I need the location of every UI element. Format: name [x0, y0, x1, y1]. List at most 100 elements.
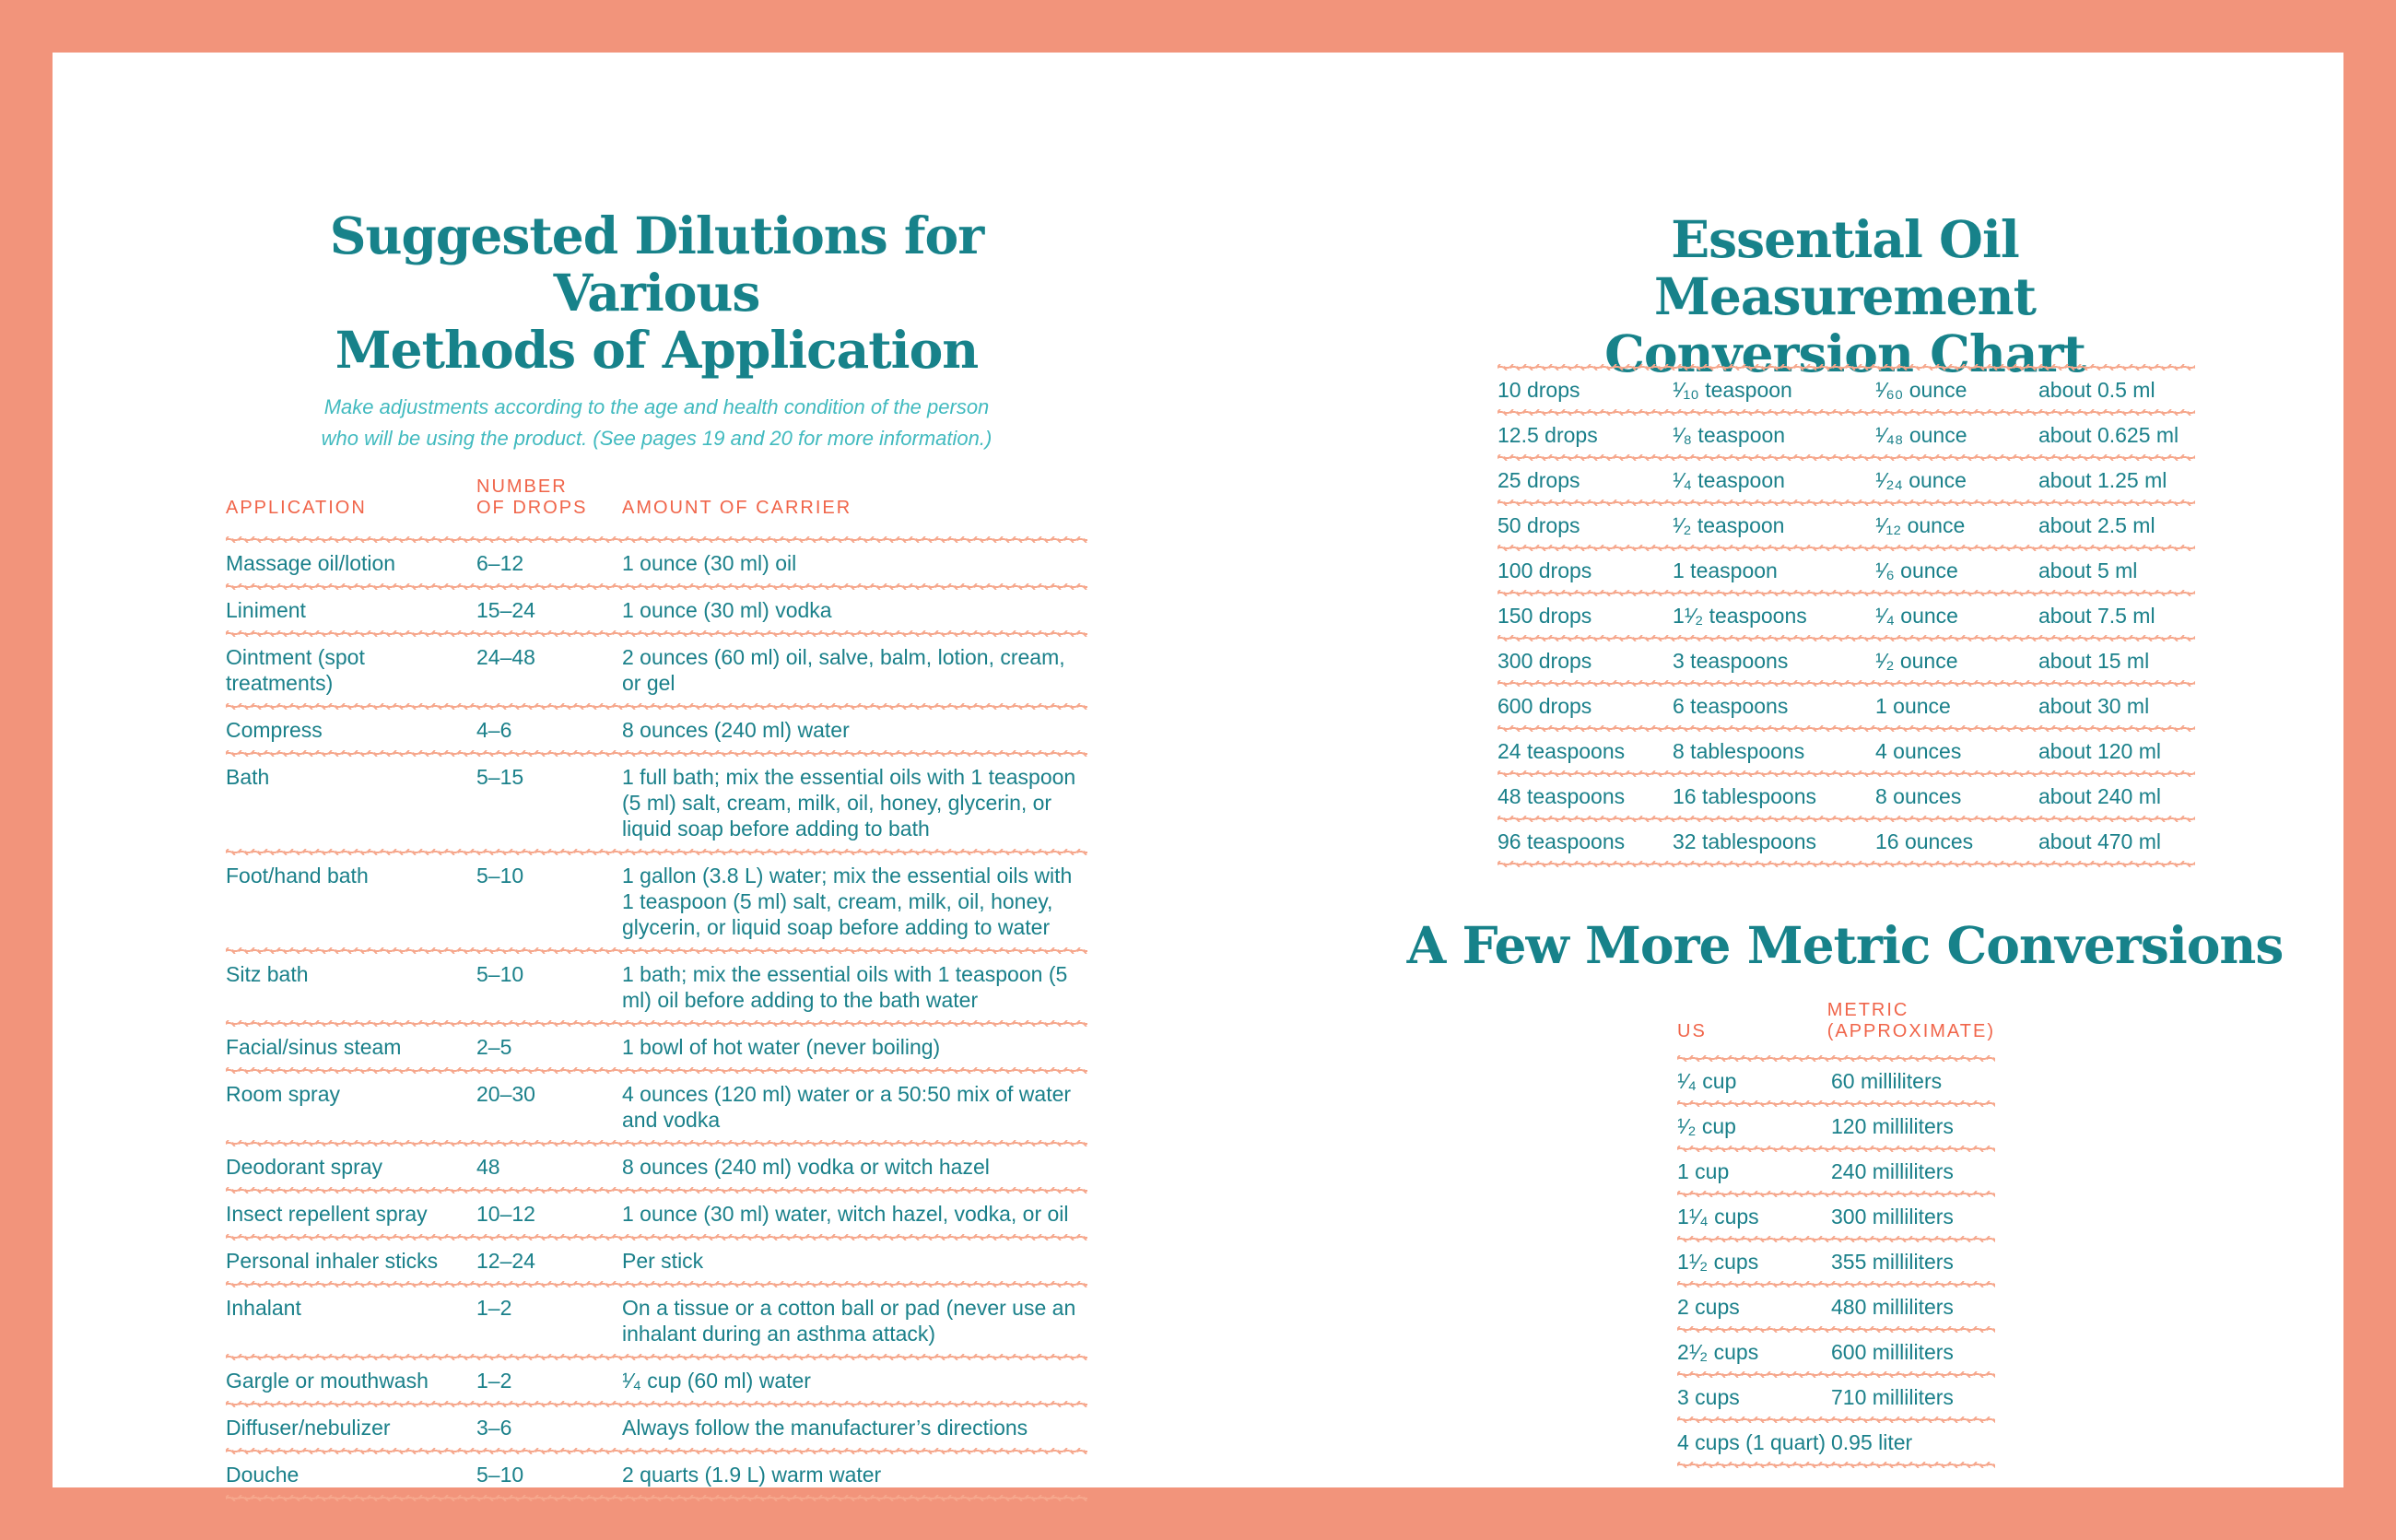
drops-cell: 300 drops	[1498, 649, 1592, 673]
ounce-cell: ¹⁄₄ ounce	[1875, 604, 1958, 628]
title-line: Methods of Application	[335, 320, 980, 380]
milliliter-cell: about 1.25 ml	[2038, 468, 2167, 492]
teaspoon-cell: 32 tablespoons	[1673, 829, 1817, 853]
application-cell: Inhalant	[226, 1296, 301, 1320]
drops-cell: 1–2	[476, 1369, 512, 1393]
dilution-table-header: APPLICATION NUMBER OF DROPS AMOUNT OF CA…	[226, 476, 1087, 519]
metric-cell: 300 milliliters	[1831, 1205, 1954, 1228]
drops-cell: 2–5	[476, 1035, 512, 1059]
milliliter-cell: about 30 ml	[2038, 694, 2150, 718]
drops-cell: 48	[476, 1155, 500, 1179]
metric-cell: 480 milliliters	[1831, 1295, 1954, 1319]
wavy-divider	[1498, 590, 2195, 596]
teaspoon-cell: ¹⁄₁₀ teaspoon	[1673, 378, 1792, 402]
table-row: Massage oil/lotion 6–12 1 ounce (30 ml) …	[226, 543, 1087, 583]
drops-cell: 25 drops	[1498, 468, 1580, 492]
us-cell: ¹⁄₂ cup	[1677, 1114, 1736, 1138]
wavy-divider	[226, 1495, 1087, 1501]
drops-cell: 4–6	[476, 718, 512, 742]
table-row: Sitz bath 5–10 1 bath; mix the essential…	[226, 954, 1087, 1020]
table-row: Room spray 20–30 4 ounces (120 ml) water…	[226, 1074, 1087, 1140]
teaspoon-cell: 3 teaspoons	[1673, 649, 1789, 673]
table-row: ¹⁄₄ cup 60 milliliters	[1677, 1062, 1995, 1100]
left-page-title: Suggested Dilutions for Various Methods …	[226, 207, 1087, 379]
wavy-divider	[1677, 1417, 1995, 1423]
subtitle-line: who will be using the product. (See page…	[321, 427, 992, 450]
ounce-cell: 8 ounces	[1875, 784, 1962, 808]
subtitle-line: Make adjustments according to the age an…	[323, 395, 990, 418]
carrier-cell: 8 ounces (240 ml) water	[622, 718, 850, 742]
us-cell: ¹⁄₄ cup	[1677, 1069, 1737, 1093]
table-row: Diffuser/nebulizer 3–6 Always follow the…	[226, 1407, 1087, 1448]
wavy-divider	[1498, 545, 2195, 551]
milliliter-cell: about 240 ml	[2038, 784, 2161, 808]
title-line: Suggested Dilutions for Various	[329, 206, 984, 323]
milliliter-cell: about 0.5 ml	[2038, 378, 2155, 402]
teaspoon-cell: 1¹⁄₂ teaspoons	[1673, 604, 1807, 628]
table-row: ¹⁄₂ cup 120 milliliters	[1677, 1107, 1995, 1146]
wavy-divider	[226, 630, 1087, 637]
conversion-chart-title: Essential Oil Measurement Conversion Cha…	[1476, 211, 2214, 382]
table-row: Bath 5–15 1 full bath; mix the essential…	[226, 757, 1087, 849]
drops-cell: 12.5 drops	[1498, 423, 1598, 447]
wavy-divider	[1677, 1146, 1995, 1152]
wavy-divider	[1498, 861, 2195, 867]
metric-cell: 0.95 liter	[1831, 1430, 1913, 1454]
application-cell: Bath	[226, 765, 270, 789]
wavy-divider	[226, 750, 1087, 757]
carrier-cell: 4 ounces (120 ml) water or a 50:50 mix o…	[622, 1082, 1072, 1132]
table-row: 1¹⁄₄ cups 300 milliliters	[1677, 1197, 1995, 1236]
wavy-divider	[226, 1067, 1087, 1074]
drops-cell: 96 teaspoons	[1498, 829, 1626, 853]
drops-cell: 20–30	[476, 1082, 535, 1106]
carrier-cell: 2 ounces (60 ml) oil, salve, balm, lotio…	[622, 645, 1065, 695]
teaspoon-cell: ¹⁄₈ teaspoon	[1673, 423, 1786, 447]
wavy-divider	[226, 583, 1087, 590]
wavy-divider	[226, 536, 1087, 543]
drops-cell: 10–12	[476, 1202, 535, 1226]
ounce-cell: ¹⁄₄₈ ounce	[1875, 423, 1967, 447]
table-row: Compress 4–6 8 ounces (240 ml) water	[226, 710, 1087, 750]
header-metric-approximate: METRIC (APPROXIMATE)	[1826, 1000, 1995, 1041]
ounce-cell: ¹⁄₆ ounce	[1875, 558, 1958, 582]
carrier-cell: ¹⁄₄ cup (60 ml) water	[622, 1369, 811, 1393]
carrier-cell: 1 ounce (30 ml) oil	[622, 551, 797, 575]
wavy-divider	[1498, 500, 2195, 506]
application-cell: Diffuser/nebulizer	[226, 1416, 391, 1440]
table-row: 100 drops 1 teaspoon ¹⁄₆ ounce about 5 m…	[1498, 551, 2195, 590]
metric-table-header: US METRIC (APPROXIMATE)	[1677, 1000, 1995, 1042]
wavy-divider	[1498, 454, 2195, 461]
carrier-cell: 1 ounce (30 ml) water, witch hazel, vodk…	[622, 1202, 1069, 1226]
drops-cell: 3–6	[476, 1416, 512, 1440]
wavy-divider	[226, 1187, 1087, 1193]
milliliter-cell: about 5 ml	[2038, 558, 2138, 582]
teaspoon-cell: ¹⁄₂ teaspoon	[1673, 513, 1785, 537]
drops-cell: 12–24	[476, 1249, 535, 1273]
drops-cell: 5–10	[476, 1463, 524, 1487]
wavy-divider	[226, 1281, 1087, 1287]
application-cell: Personal inhaler sticks	[226, 1249, 439, 1273]
wavy-divider	[226, 1448, 1087, 1454]
application-cell: Insect repellent spray	[226, 1202, 428, 1226]
milliliter-cell: about 2.5 ml	[2038, 513, 2155, 537]
table-row: 300 drops 3 teaspoons ¹⁄₂ ounce about 15…	[1498, 641, 2195, 680]
carrier-cell: On a tissue or a cotton ball or pad (nev…	[622, 1296, 1076, 1346]
teaspoon-cell: 1 teaspoon	[1673, 558, 1778, 582]
table-row: 25 drops ¹⁄₄ teaspoon ¹⁄₂₄ ounce about 1…	[1498, 461, 2195, 500]
drops-cell: 1–2	[476, 1296, 512, 1320]
wavy-divider	[1677, 1236, 1995, 1242]
application-cell: Facial/sinus steam	[226, 1035, 402, 1059]
table-row: Insect repellent spray 10–12 1 ounce (30…	[226, 1193, 1087, 1234]
us-cell: 1¹⁄₂ cups	[1677, 1250, 1759, 1274]
metric-conversions-title: A Few More Metric Conversions	[1406, 915, 2284, 975]
carrier-cell: 1 bowl of hot water (never boiling)	[622, 1035, 941, 1059]
table-row: 150 drops 1¹⁄₂ teaspoons ¹⁄₄ ounce about…	[1498, 596, 2195, 635]
table-row: 12.5 drops ¹⁄₈ teaspoon ¹⁄₄₈ ounce about…	[1498, 416, 2195, 454]
table-row: Douche 5–10 2 quarts (1.9 L) warm water	[226, 1454, 1087, 1495]
wavy-divider	[1677, 1462, 1995, 1468]
title-line: Essential Oil Measurement	[1653, 209, 2037, 326]
wavy-divider	[1677, 1100, 1995, 1107]
table-row: Deodorant spray 48 8 ounces (240 ml) vod…	[226, 1146, 1087, 1187]
carrier-cell: 8 ounces (240 ml) vodka or witch hazel	[622, 1155, 990, 1179]
